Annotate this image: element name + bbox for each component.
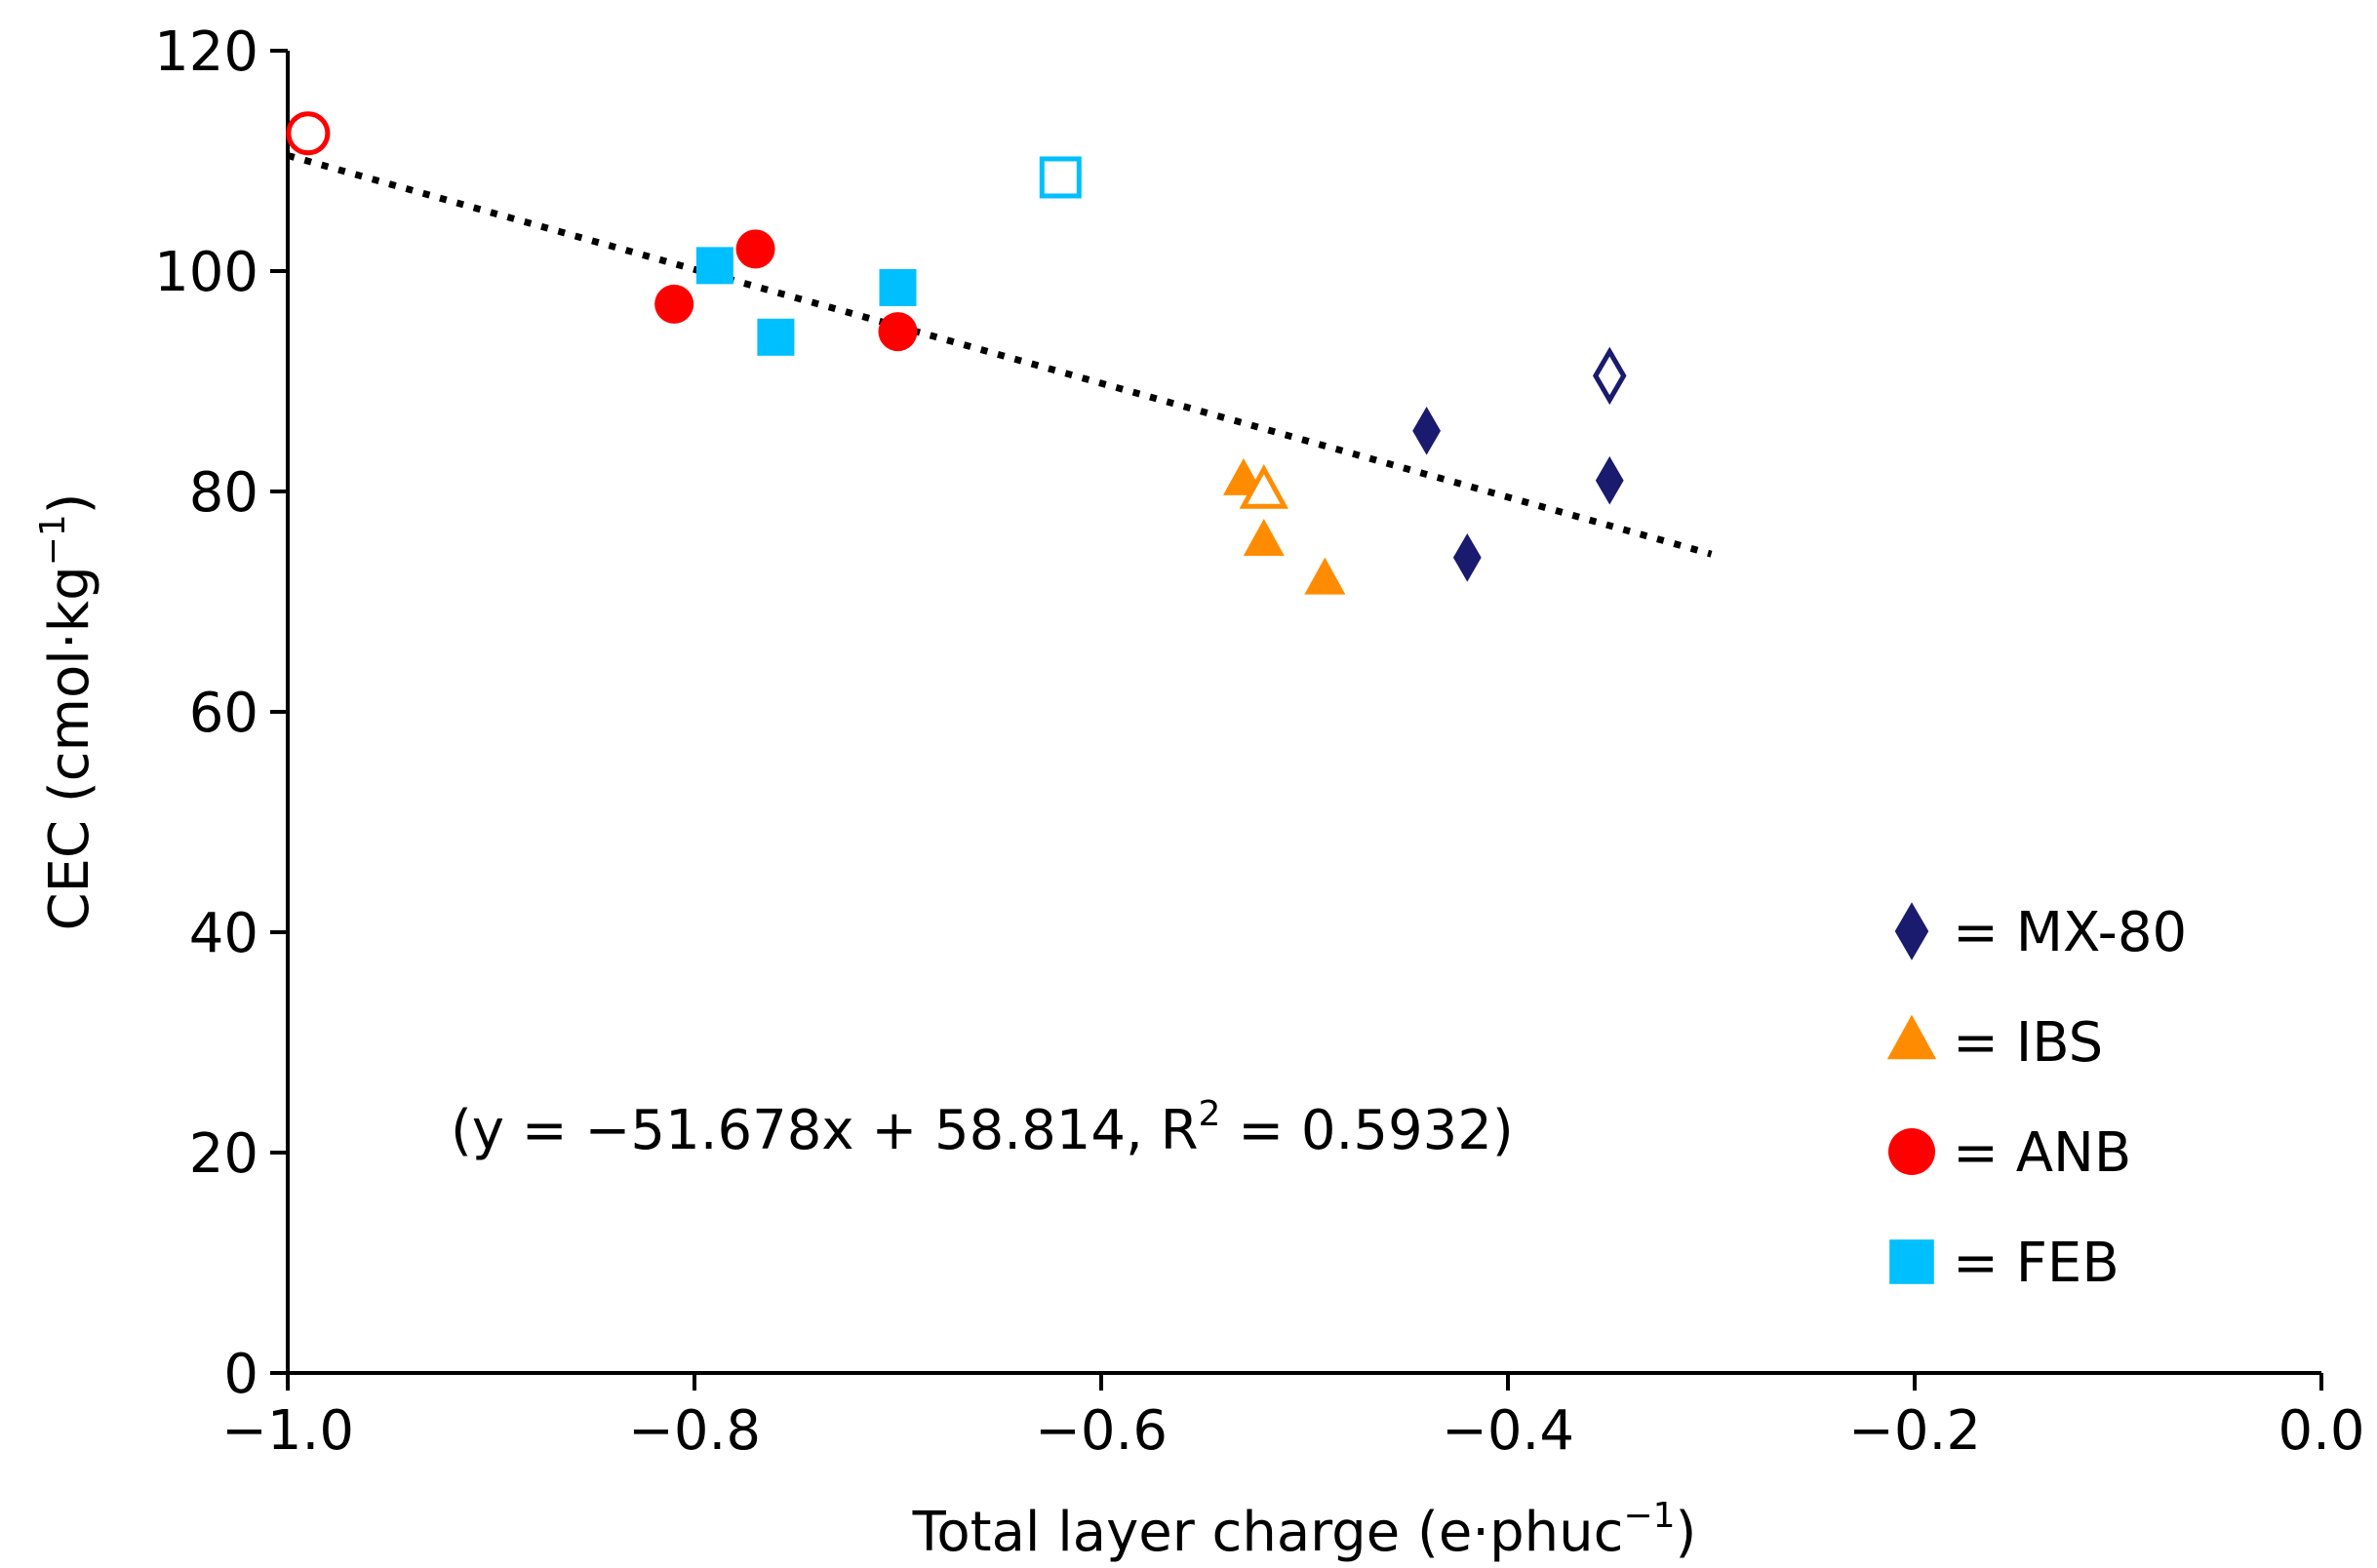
legend-marker-anb	[1888, 1128, 1935, 1175]
y-tick-label: 120	[154, 20, 258, 84]
x-tick-label: −0.8	[628, 1399, 761, 1463]
legend: = MX-80 = IBS = ANB = FEB	[1886, 901, 2187, 1295]
data-point-feb	[757, 318, 795, 356]
data-point-anb	[735, 229, 775, 269]
data-point-ibs	[1243, 519, 1285, 557]
data-point-ibs	[1304, 557, 1346, 595]
regression-equation: (y = −51.678x + 58.814, R2 = 0.5932)	[451, 1094, 1514, 1162]
y-tick-label: 40	[189, 902, 258, 965]
legend-label-feb: = FEB	[1953, 1232, 2119, 1295]
x-axis-title: Total layer charge (e·phuc−1)	[912, 1496, 1697, 1564]
series-anb	[286, 111, 918, 352]
legend-marker-feb	[1889, 1239, 1934, 1284]
x-tick-label: −0.4	[1442, 1399, 1574, 1463]
data-points	[286, 111, 1627, 595]
y-axis-ticks: 0 20 40 60 80 100 120	[154, 20, 288, 1406]
data-point-feb-open	[1039, 156, 1082, 199]
legend-item-feb: = FEB	[1889, 1232, 2119, 1295]
y-tick-label: 60	[189, 682, 258, 745]
series-ibs	[1222, 457, 1346, 595]
legend-label-ibs: = IBS	[1953, 1011, 2103, 1075]
x-tick-label: −0.2	[1848, 1399, 1981, 1463]
data-point-mx-80	[1452, 533, 1482, 582]
data-point-feb	[879, 268, 917, 306]
legend-item-ibs: = IBS	[1886, 1011, 2103, 1075]
legend-item-anb: = ANB	[1888, 1121, 2131, 1185]
y-tick-label: 100	[154, 241, 258, 304]
y-tick-label: 20	[189, 1122, 258, 1186]
data-point-feb	[695, 247, 733, 285]
x-tick-label: −0.6	[1035, 1399, 1168, 1463]
axes: −1.0 −0.8 −0.6 −0.4 −0.2 0.0 0 20 40 60 80 100 120	[154, 20, 2364, 1463]
data-point-ibs-open	[1239, 464, 1289, 509]
y-tick-label: 0	[223, 1343, 258, 1406]
legend-marker-mx-80	[1894, 902, 1929, 960]
series-mx-80	[1412, 346, 1627, 582]
data-point-mx-80	[1412, 407, 1441, 455]
legend-marker-ibs	[1886, 1014, 1937, 1060]
legend-label-anb: = ANB	[1953, 1121, 2131, 1185]
x-axis-ticks: −1.0 −0.8 −0.6 −0.4 −0.2 0.0	[221, 1373, 2365, 1463]
data-point-anb	[654, 284, 694, 324]
data-point-mx-80-open	[1592, 346, 1627, 406]
y-tick-label: 80	[189, 461, 258, 525]
data-point-anb	[878, 312, 918, 352]
data-point-mx-80	[1595, 455, 1624, 505]
x-tick-label: 0.0	[2278, 1399, 2364, 1463]
legend-item-mx-80: = MX-80	[1894, 901, 2187, 964]
data-point-anb-open	[286, 111, 331, 156]
series-feb	[695, 156, 1082, 356]
x-tick-label: −1.0	[221, 1399, 354, 1463]
y-axis-title: CEC (cmol·kg−1)	[33, 492, 101, 930]
legend-label-mx-80: = MX-80	[1953, 901, 2187, 964]
trendline	[287, 152, 1713, 558]
